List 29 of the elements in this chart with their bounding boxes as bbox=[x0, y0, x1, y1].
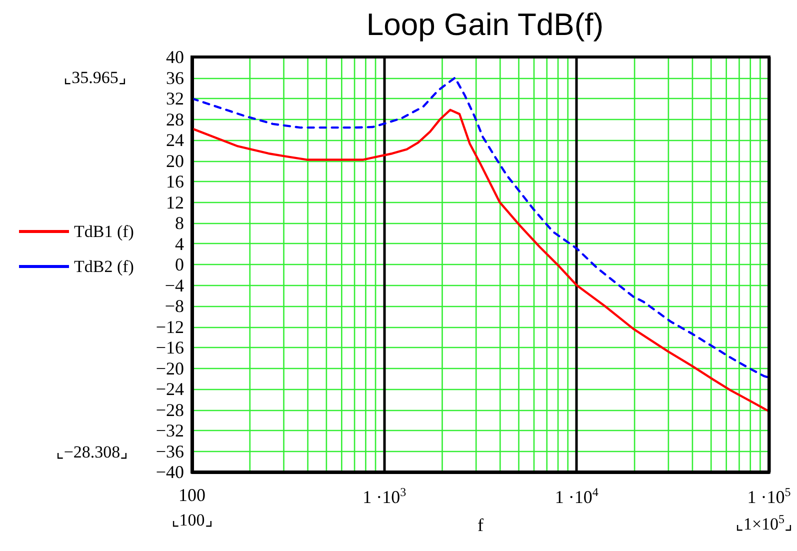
legend-label: TdB1 (f) bbox=[74, 222, 134, 241]
text: ⌞100⌟ bbox=[171, 510, 213, 530]
y-tick-label: 40 bbox=[166, 47, 184, 67]
y-tick-label: −28 bbox=[156, 400, 184, 420]
y-tick-label: −16 bbox=[156, 338, 184, 358]
y-tick-label: −20 bbox=[156, 358, 184, 378]
y-tick-label: −8 bbox=[164, 296, 184, 316]
x-tick-label: 100 bbox=[178, 485, 206, 505]
y-tick-label: −12 bbox=[156, 316, 184, 337]
y-tick-label: 4 bbox=[175, 234, 184, 254]
y-tick-label: 28 bbox=[166, 109, 184, 130]
y-tick-label: −24 bbox=[156, 379, 184, 399]
y-tick-label: 12 bbox=[166, 192, 184, 212]
y-tick-label: 8 bbox=[175, 213, 184, 233]
y-tick-label: 24 bbox=[166, 130, 184, 150]
y-tick-label: −36 bbox=[156, 441, 184, 462]
y-tick-label: 36 bbox=[166, 68, 184, 88]
y-tick-label: 16 bbox=[166, 172, 184, 192]
x-axis-title: f bbox=[478, 515, 484, 535]
legend-label: TdB2 (f) bbox=[74, 257, 134, 276]
y-tick-label: 20 bbox=[166, 150, 184, 171]
text: ⌞35.965⌟ bbox=[64, 68, 126, 88]
y-tick-label: −32 bbox=[156, 420, 184, 440]
y-tick-label: −40 bbox=[156, 462, 184, 482]
y-tick-label: 32 bbox=[166, 88, 184, 108]
y-tick-label: −4 bbox=[164, 275, 184, 296]
y-tick-label: 0 bbox=[175, 254, 184, 274]
text: ⌞−28.308⌟ bbox=[56, 442, 128, 462]
chart-title: Loop Gain TdB(f) bbox=[366, 7, 604, 42]
